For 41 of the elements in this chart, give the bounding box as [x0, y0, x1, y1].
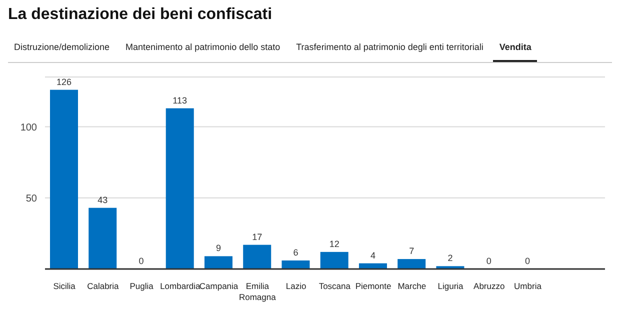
bar [50, 90, 78, 269]
x-tick-label: Abruzzo [474, 281, 505, 291]
y-tick-label: 100 [20, 122, 38, 134]
text: Trasferimento al patrimonio degli enti territoriali [295, 42, 484, 54]
x-tick-label: Puglia [130, 281, 154, 291]
data-label: 6 [293, 247, 298, 258]
x-tick-label: Piemonte [355, 281, 392, 291]
bar [398, 259, 426, 269]
data-label: 12 [329, 238, 340, 249]
x-tick-label: Emilia Romagna [238, 281, 276, 302]
data-label: 4 [370, 250, 376, 260]
bar [166, 108, 194, 269]
chart-title: La destinazione dei beni confiscati [7, 5, 274, 25]
data-label: 0 [486, 256, 492, 266]
bar [320, 252, 348, 269]
bar [204, 256, 232, 269]
x-tick-label: Toscana [318, 281, 351, 291]
data-label: 0 [138, 256, 144, 266]
x-tick-label: Liguria [438, 281, 464, 291]
data-label: 113 [172, 95, 188, 106]
data-label: 9 [216, 243, 221, 254]
text: Distruzione/demolizione [13, 42, 111, 54]
data-label: 2 [448, 253, 453, 264]
text: Vendita [493, 42, 538, 62]
x-tick-label: Sicilia [53, 281, 76, 291]
bar [243, 244, 272, 269]
x-tick-label: Lombardia [160, 281, 201, 291]
data-label: 7 [409, 246, 414, 256]
bar [282, 260, 310, 269]
data-label: 43 [98, 194, 108, 205]
bar [88, 208, 117, 269]
x-tick-label: Umbria [514, 281, 542, 291]
data-label: 0 [524, 256, 530, 266]
x-tick-label: Marche [398, 281, 426, 291]
data-label: 17 [252, 232, 262, 242]
x-tick-label: Lazio [286, 281, 306, 291]
y-tick-label: 50 [26, 193, 38, 204]
data-label: 126 [56, 76, 72, 87]
text: Mantenimento al patrimonio dello stato [124, 42, 282, 54]
x-tick-label: Campania [199, 281, 238, 291]
x-tick-label: Calabria [87, 281, 120, 291]
